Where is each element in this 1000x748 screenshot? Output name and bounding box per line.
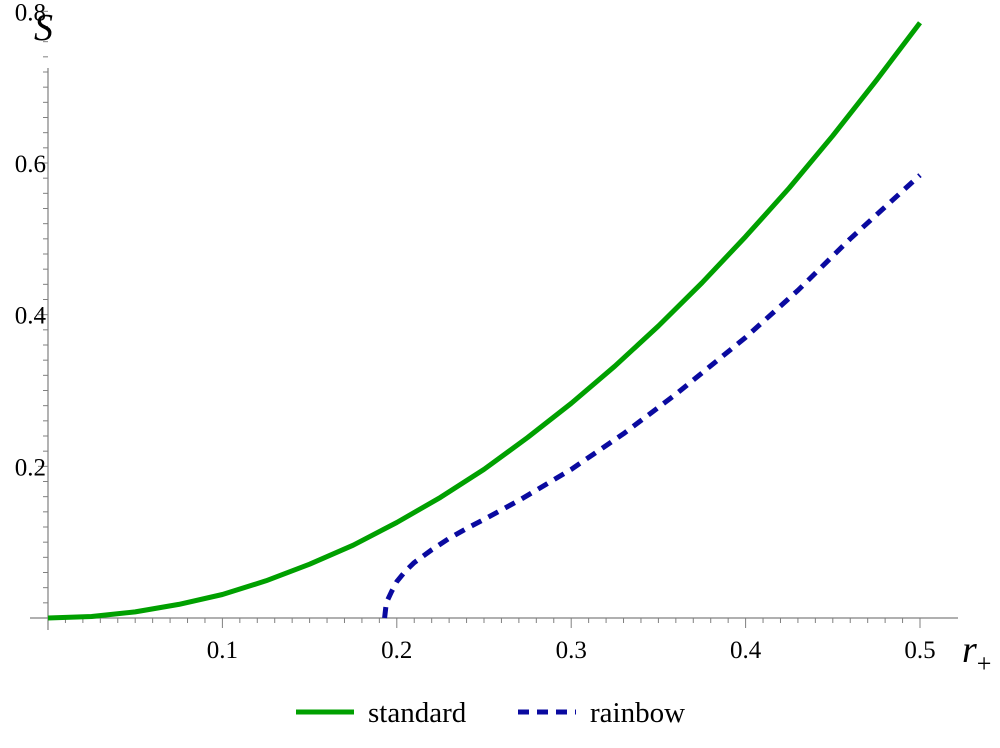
y-tick-label: 0.8 bbox=[15, 0, 46, 26]
axes bbox=[30, 68, 958, 630]
series-line-rainbow bbox=[382, 173, 922, 619]
x-axis-label-subscript: + bbox=[977, 649, 992, 678]
legend-label-standard: standard bbox=[368, 697, 467, 729]
x-axis-label-main: r bbox=[962, 629, 977, 671]
x-tick-label: 0.4 bbox=[730, 637, 762, 664]
y-axis-label: S bbox=[34, 7, 53, 49]
series-group bbox=[47, 21, 922, 621]
legend-label-rainbow: rainbow bbox=[590, 697, 685, 729]
x-tick-label: 0.1 bbox=[207, 637, 238, 664]
x-axis-label: r+ bbox=[962, 629, 991, 678]
y-tick-label: 0.2 bbox=[15, 454, 46, 481]
x-tick-label: 0.2 bbox=[381, 637, 412, 664]
ticks: 0.1 0.2 0.3 0.4 0.5 0.2 0.4 0.6 0.8 bbox=[15, 0, 936, 664]
y-tick-label: 0.4 bbox=[15, 303, 47, 330]
legend: standard rainbow bbox=[296, 697, 685, 729]
y-tick-label: 0.6 bbox=[15, 151, 46, 178]
series-line-standard bbox=[47, 21, 922, 621]
x-tick-label: 0.3 bbox=[556, 637, 587, 664]
x-tick-label: 0.5 bbox=[904, 637, 935, 664]
